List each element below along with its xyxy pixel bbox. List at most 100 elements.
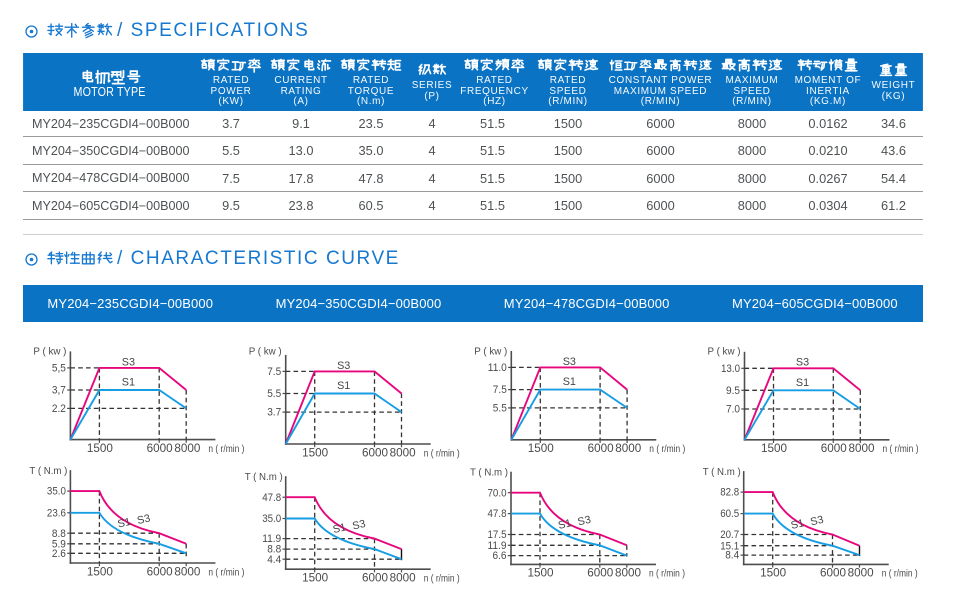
svg-text:MOMENT OF: MOMENT OF <box>795 75 862 86</box>
svg-text:RATING: RATING <box>281 86 322 97</box>
svg-text:6000: 6000 <box>362 447 388 459</box>
svg-text:MAXIMUM: MAXIMUM <box>726 75 779 86</box>
svg-text:MOTOR TYPE: MOTOR TYPE <box>74 84 146 99</box>
svg-text:5.5: 5.5 <box>267 388 281 400</box>
svg-text:S1: S1 <box>116 516 132 531</box>
svg-text:RATED: RATED <box>476 75 512 86</box>
svg-text:8000: 8000 <box>390 573 416 585</box>
svg-text:INERTIA: INERTIA <box>806 86 850 97</box>
svg-text:1500: 1500 <box>302 447 328 459</box>
svg-text:S1: S1 <box>790 517 806 532</box>
svg-text:6000: 6000 <box>147 443 173 455</box>
svg-text:11.0: 11.0 <box>488 362 507 374</box>
svg-text:S1: S1 <box>332 521 348 536</box>
svg-text:3.7: 3.7 <box>267 407 281 419</box>
svg-text:RATED: RATED <box>213 75 249 86</box>
svg-text:S3: S3 <box>337 360 350 372</box>
svg-text:(P): (P) <box>424 91 439 102</box>
svg-text:20.7: 20.7 <box>720 529 739 541</box>
svg-text:SERIES: SERIES <box>412 80 453 91</box>
svg-text:6000: 6000 <box>821 443 847 455</box>
svg-text:P ( kw ): P ( kw ) <box>708 346 741 358</box>
svg-text:(KG.M): (KG.M) <box>810 96 846 107</box>
svg-text:82.8: 82.8 <box>720 487 739 499</box>
svg-text:1500: 1500 <box>760 568 786 580</box>
svg-text:2.2: 2.2 <box>52 403 66 415</box>
svg-text:5,5: 5,5 <box>52 363 66 375</box>
svg-text:1500: 1500 <box>528 443 554 455</box>
svg-text:MAXIMUM SPEED: MAXIMUM SPEED <box>614 86 707 97</box>
svg-text:RATED: RATED <box>550 75 586 86</box>
svg-text:S3: S3 <box>809 514 825 529</box>
svg-text:n ( r/min ): n ( r/min ) <box>424 447 460 459</box>
svg-text:1500: 1500 <box>302 573 328 585</box>
svg-text:(KW): (KW) <box>218 96 243 107</box>
svg-text:P ( kw ): P ( kw ) <box>474 346 507 358</box>
svg-text:8000: 8000 <box>848 568 874 580</box>
svg-text:6000: 6000 <box>588 443 614 455</box>
svg-text:POWER: POWER <box>211 86 252 97</box>
svg-text:CONSTANT POWER: CONSTANT POWER <box>609 75 713 86</box>
svg-text:(R/MIN): (R/MIN) <box>732 96 772 107</box>
svg-text:(A): (A) <box>293 96 308 107</box>
svg-text:8.8: 8.8 <box>267 544 281 556</box>
svg-text:RATED: RATED <box>353 75 389 86</box>
svg-text:8000: 8000 <box>615 568 641 580</box>
svg-text:P ( kw ): P ( kw ) <box>33 346 66 358</box>
svg-text:11.9: 11.9 <box>488 540 507 552</box>
svg-text:15.1: 15.1 <box>720 540 739 552</box>
svg-text:T ( N.m ): T ( N.m ) <box>29 465 67 477</box>
svg-text:4.4: 4.4 <box>267 554 281 566</box>
svg-text:1500: 1500 <box>87 443 113 455</box>
svg-text:S1: S1 <box>337 380 350 392</box>
svg-text:35.0: 35.0 <box>47 486 66 498</box>
svg-text:T ( N.m ): T ( N.m ) <box>470 467 508 479</box>
svg-text:8.4: 8.4 <box>725 550 739 562</box>
svg-text:8000: 8000 <box>174 566 200 578</box>
svg-text:S3: S3 <box>122 356 135 368</box>
svg-text:47.8: 47.8 <box>262 492 281 504</box>
svg-text:3,7: 3,7 <box>52 385 66 397</box>
svg-text:60.5: 60.5 <box>720 508 739 520</box>
svg-text:S3: S3 <box>136 512 152 527</box>
svg-text:35.0: 35.0 <box>262 513 281 525</box>
svg-text:n ( r/min ): n ( r/min ) <box>883 443 919 455</box>
svg-text:7.5: 7.5 <box>493 384 507 396</box>
svg-text:S1: S1 <box>796 377 809 389</box>
svg-text:S3: S3 <box>563 356 576 368</box>
svg-text:7.0: 7.0 <box>726 404 740 416</box>
svg-text:FREQUENCY: FREQUENCY <box>460 86 529 97</box>
svg-text:n ( r/min ): n ( r/min ) <box>649 568 685 580</box>
svg-text:(HZ): (HZ) <box>483 96 506 107</box>
svg-text:1500: 1500 <box>87 566 113 578</box>
svg-text:6000: 6000 <box>820 568 846 580</box>
svg-text:(R/MIN): (R/MIN) <box>641 96 681 107</box>
svg-text:SPEED: SPEED <box>549 86 586 97</box>
svg-text:SPEED: SPEED <box>733 86 770 97</box>
svg-text:70.0: 70.0 <box>488 487 507 499</box>
svg-text:8.8: 8.8 <box>52 528 66 540</box>
svg-text:S1: S1 <box>563 376 576 388</box>
svg-text:(N.m): (N.m) <box>357 96 385 107</box>
svg-text:6.6: 6.6 <box>493 550 507 562</box>
svg-text:17.5: 17.5 <box>488 529 507 541</box>
svg-text:T ( N.m ): T ( N.m ) <box>703 466 741 478</box>
svg-text:8000: 8000 <box>390 447 416 459</box>
svg-text:8000: 8000 <box>174 443 200 455</box>
svg-text:S3: S3 <box>796 357 809 369</box>
svg-text:6000: 6000 <box>147 566 173 578</box>
svg-text:n ( r/min ): n ( r/min ) <box>208 566 244 578</box>
svg-text:47.8: 47.8 <box>488 508 507 520</box>
svg-text:n ( r/min ): n ( r/min ) <box>649 443 685 455</box>
svg-text:(KG): (KG) <box>882 91 906 102</box>
svg-text:WEIGHT: WEIGHT <box>872 80 916 91</box>
svg-text:9.5: 9.5 <box>726 385 740 397</box>
svg-text:S3: S3 <box>351 518 367 533</box>
svg-text:S1: S1 <box>557 517 573 532</box>
svg-text:T ( N.m ): T ( N.m ) <box>245 471 283 483</box>
svg-text:n ( r/min ): n ( r/min ) <box>882 568 918 580</box>
svg-text:8000: 8000 <box>615 443 641 455</box>
svg-text:5.5: 5.5 <box>493 403 507 415</box>
svg-text:n ( r/min ): n ( r/min ) <box>208 443 244 455</box>
svg-text:7.5: 7.5 <box>267 366 281 378</box>
